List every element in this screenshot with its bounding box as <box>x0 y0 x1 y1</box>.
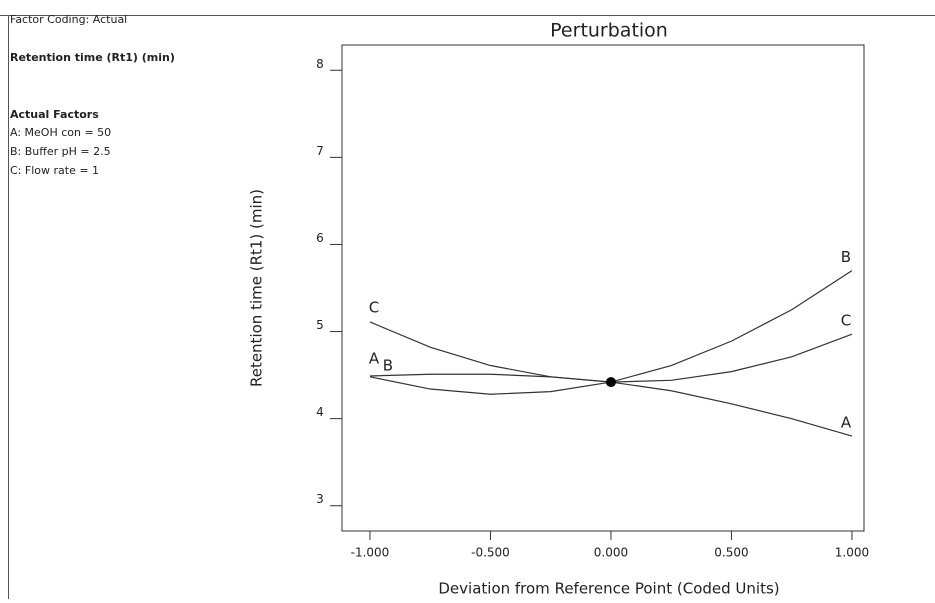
x-tick-label: 1.000 <box>835 546 869 560</box>
y-tick-label: 7 <box>316 144 324 158</box>
series-line <box>369 321 853 383</box>
factor: A: MeOH con = 50 <box>10 126 111 139</box>
y-tick-label: 4 <box>316 405 324 419</box>
factor: C: Flow rate = 1 <box>10 164 99 177</box>
response-name: Retention time (Rt1) (min) <box>10 51 175 64</box>
series-label: B <box>841 248 851 266</box>
factor: B: Buffer pH = 2.5 <box>10 145 111 158</box>
x-tick-label: 0.000 <box>594 546 628 560</box>
plot-frame <box>341 44 865 532</box>
y-axis-label: Retention time (Rt1) (min) <box>248 189 266 387</box>
y-tick-label: 5 <box>316 318 324 332</box>
factor-coding: Factor Coding: Actual <box>10 13 127 26</box>
series-label: A <box>841 414 852 432</box>
x-tick-label: -0.500 <box>471 546 510 560</box>
series-label: A <box>369 349 380 367</box>
series-label: C <box>841 312 851 330</box>
y-tick-label: 8 <box>316 57 324 71</box>
series-label: C <box>369 298 379 316</box>
y-tick-label: 3 <box>316 492 324 506</box>
x-tick-label: 0.500 <box>714 546 748 560</box>
series-label: B <box>383 356 393 374</box>
x-tick-label: -1.000 <box>351 546 390 560</box>
chart-title: Perturbation <box>550 20 668 42</box>
reference-point <box>605 377 616 388</box>
x-axis-label: Deviation from Reference Point (Coded Un… <box>438 580 779 598</box>
y-tick-label: 6 <box>316 231 324 245</box>
factors-title: Actual Factors <box>10 108 99 121</box>
series-line <box>369 270 853 395</box>
